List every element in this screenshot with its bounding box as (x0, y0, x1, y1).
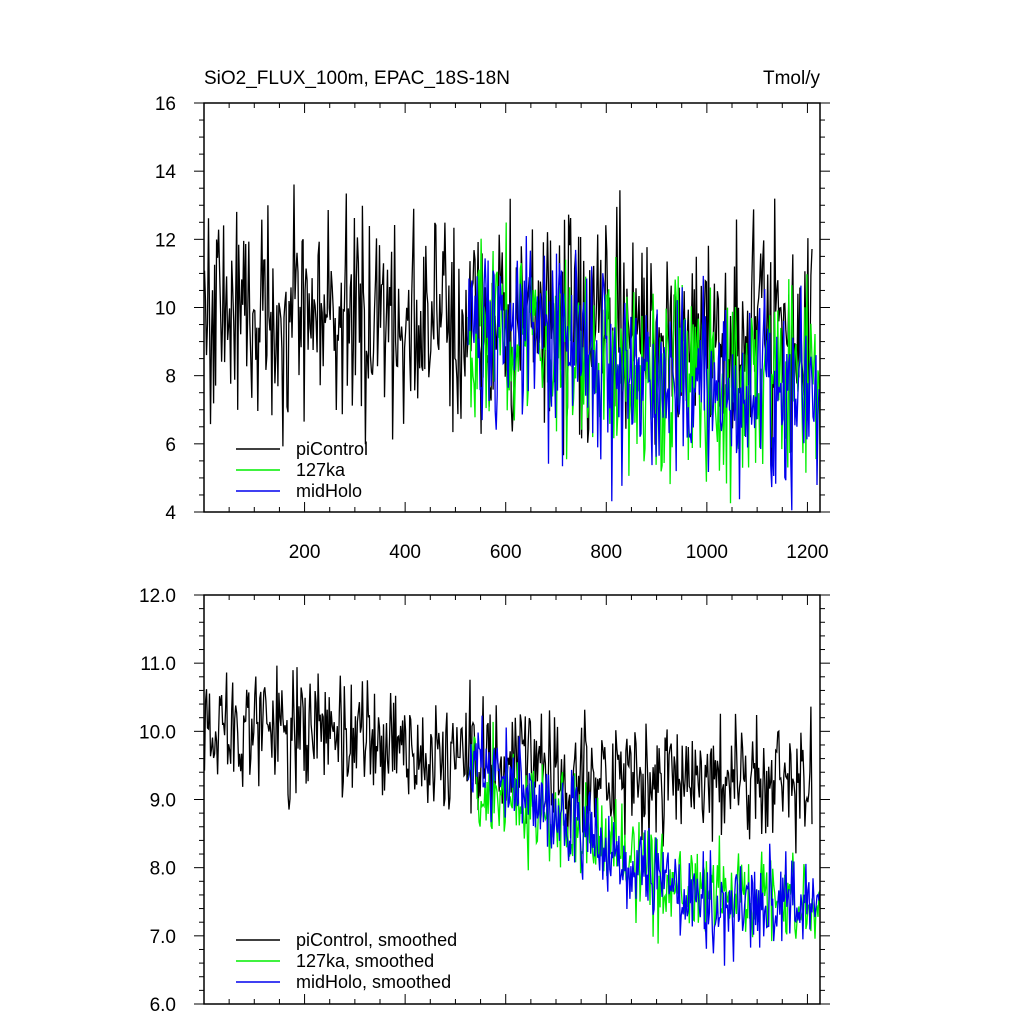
x-tick-label: 200 (289, 542, 321, 563)
y-tick-label: 10 (155, 299, 176, 320)
series-line-midholo-smoothed (467, 715, 821, 966)
y-tick-label: 12.0 (139, 586, 176, 607)
y-tick-label: 6 (165, 435, 176, 456)
y-tick-label: 10.0 (139, 722, 176, 743)
y-tick-label: 8.0 (150, 859, 176, 880)
top-panel: 200 400 600 800 1000 1200 4 6 8 10 12 14 16 piControl… (155, 94, 830, 563)
chart-units: Tmol/y (763, 68, 821, 89)
legend-label: midHolo (296, 481, 362, 501)
y-tick-label: 14 (155, 162, 177, 183)
x-tick-label: 1200 (786, 542, 828, 563)
legend-label: 127ka, smoothed (296, 951, 434, 971)
y-tick-label: 7.0 (150, 927, 176, 948)
x-tick-label: 1000 (686, 542, 728, 563)
legend-label: 127ka (296, 460, 346, 480)
legend-label: piControl, smoothed (296, 930, 457, 950)
chart-title: SiO2_FLUX_100m, EPAC_18S-18N (204, 68, 510, 89)
x-tick-label: 800 (590, 542, 622, 563)
y-tick-label: 6.0 (150, 995, 176, 1016)
x-tick-label: 400 (389, 542, 421, 563)
legend-label: piControl (296, 439, 368, 459)
legend-label: midHolo, smoothed (296, 972, 451, 992)
x-tick-label: 600 (490, 542, 522, 563)
y-tick-label: 12 (155, 230, 176, 251)
y-tick-label: 11.0 (140, 654, 176, 675)
series-line-midholo (467, 235, 821, 511)
series-line-picontrol-smoothed (203, 665, 813, 854)
y-tick-label: 4 (165, 503, 176, 524)
y-tick-label: 9.0 (150, 791, 176, 812)
y-tick-label: 16 (155, 94, 176, 115)
bottom-panel: 6.0 7.0 8.0 9.0 10.0 11.0 12.0 piControl, smoot… (139, 586, 830, 1016)
y-tick-label: 8 (165, 367, 176, 388)
